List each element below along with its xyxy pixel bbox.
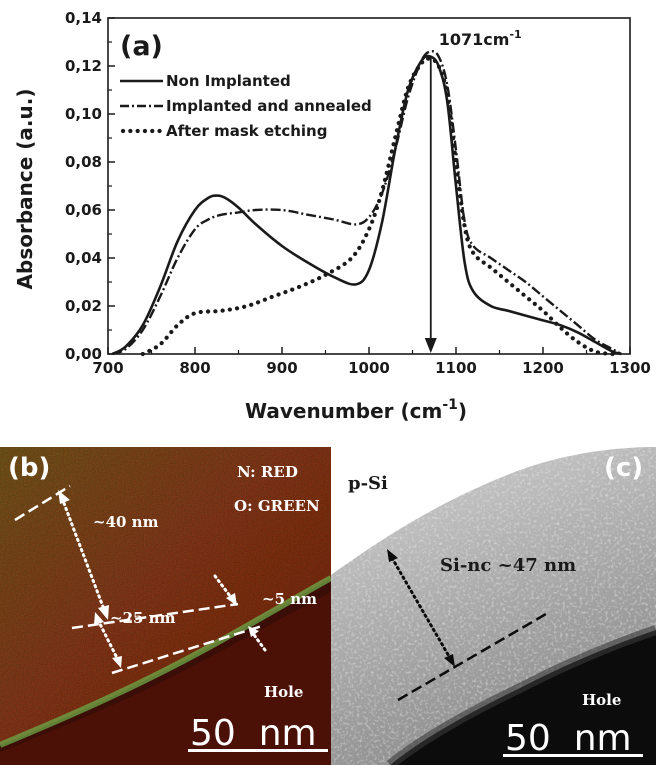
y-tick-label: 0,04: [65, 249, 102, 267]
arrow-40nm-head-top: [58, 490, 70, 504]
tem-measure-arrow: [390, 556, 452, 660]
x-tick-label: 1300: [609, 359, 651, 377]
x-ticks: 700 800 900 1000 1100 1200 1300: [92, 347, 651, 377]
eds-hole-gradient: [0, 592, 331, 765]
legend-label-after-mask-etching: After mask etching: [166, 122, 327, 140]
y-tick-label: 0,06: [65, 201, 102, 219]
y-tick-label: 0,14: [65, 9, 102, 27]
arrow-25nm: [96, 618, 120, 662]
x-tick-label: 900: [266, 359, 297, 377]
scalebar-c: [503, 754, 643, 757]
psi-label: p-Si: [348, 473, 388, 494]
scalebar-b: [188, 749, 328, 752]
legend: Non Implanted Implanted and annealed Aft…: [120, 72, 372, 140]
hole-label-b: Hole: [264, 683, 303, 701]
arrow-25nm-head-bottom: [112, 656, 122, 668]
x-axis-title-close: ): [458, 399, 467, 423]
x-tick-label: 1200: [522, 359, 564, 377]
peak-annotation: 1071cm-1: [439, 28, 522, 49]
dim-label-40nm: ~40 nm: [93, 513, 159, 531]
dim-label-25nm: ~25 nm: [110, 609, 176, 627]
arrow-5nm-bottom: [250, 630, 267, 652]
arrow-40nm-head-bottom: [98, 605, 109, 620]
y-axis-title: Absorbance (a.u.): [13, 89, 37, 290]
hole-label-c: Hole: [582, 691, 621, 709]
x-axis-title-sup: -1: [442, 397, 458, 413]
tem-hole-region: [390, 630, 656, 765]
eds-interface-band: [0, 575, 331, 748]
sinc-size-label: Si-nc ~47 nm: [440, 555, 576, 576]
scalebar-text-b: 50 nm: [190, 713, 317, 754]
x-tick-label: 1000: [348, 359, 390, 377]
peak-annotation-sup: -1: [509, 28, 521, 41]
arrow-5nm-bottom-head: [248, 626, 259, 637]
peak-arrow: [424, 56, 437, 353]
tem-dashed-guide: [397, 612, 547, 702]
y-tick-label: 0,00: [65, 345, 102, 363]
panel-label-b: (b): [8, 453, 50, 483]
eds-legend-n: N: RED: [237, 463, 298, 481]
arrow-5nm-top-head: [226, 593, 237, 606]
series-layer: [111, 50, 622, 357]
tem-image-panel: (c) p-Si Si-nc ~47 nm Hole 50 nm: [331, 447, 656, 765]
peak-annotation-value: 1071cm: [439, 30, 510, 49]
scalebar-text-c: 50 nm: [505, 718, 632, 759]
y-ticks: 0,00 0,02 0,04 0,06 0,08 0,10 0,12 0,14: [65, 9, 115, 363]
legend-label-non-implanted: Non Implanted: [166, 72, 291, 90]
peak-arrow-head: [424, 338, 437, 353]
x-tick-label: 700: [92, 359, 123, 377]
series-line-2: [140, 56, 615, 357]
x-tick-label: 800: [179, 359, 210, 377]
tem-measure-arrow-head-bottom: [444, 654, 455, 667]
tem-sinc-layer: [331, 447, 656, 765]
eds-legend-o: O: GREEN: [234, 497, 320, 515]
panel-label-a: (a): [120, 31, 163, 62]
y-tick-label: 0,02: [65, 297, 102, 315]
guide-top-surface: [14, 484, 71, 522]
x-axis-title: Wavenumber (cm-1): [245, 397, 467, 423]
tem-hole-edge: [386, 625, 656, 765]
arrow-40nm: [60, 496, 107, 614]
guide-inner-layer: [71, 602, 239, 630]
x-axis-title-main: Wavenumber (cm: [245, 399, 442, 423]
series-line-1: [111, 50, 622, 356]
tem-measure-arrow-head-top: [387, 549, 398, 562]
y-tick-label: 0,12: [65, 57, 102, 75]
guide-interface: [111, 624, 263, 675]
y-tick-label: 0,08: [65, 153, 102, 171]
y-tick-label: 0,10: [65, 105, 102, 123]
x-tick-label: 1100: [435, 359, 477, 377]
panel-label-c: (c): [604, 453, 643, 483]
arrow-25nm-head-top: [94, 612, 104, 625]
series-line-0: [111, 54, 622, 356]
legend-label-implanted-annealed: Implanted and annealed: [166, 97, 372, 115]
absorbance-chart: 700 800 900 1000 1100 1200 1300 0,000,020,040,…: [13, 9, 651, 423]
eds-map-panel: (b) N: RED O: GREEN ~40 nm ~25 nm ~5 nm …: [0, 447, 331, 765]
dim-label-5nm: ~5 nm: [262, 590, 317, 608]
